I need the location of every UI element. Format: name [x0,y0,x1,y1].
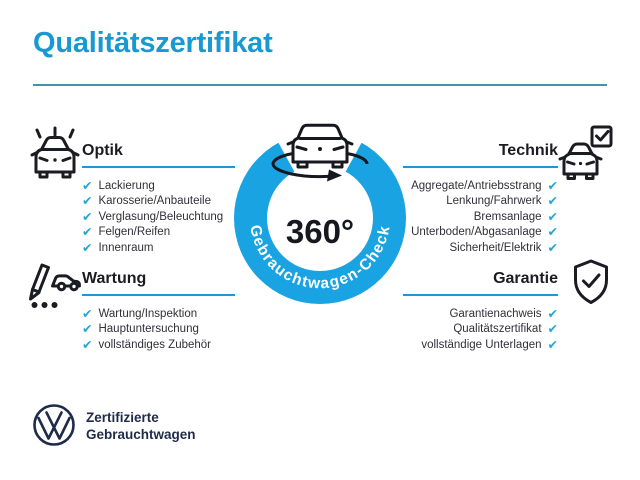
blue-ring [234,132,406,304]
service-checklist-icon [29,263,81,308]
degree-label: 360° [286,213,354,250]
list-item: Lenkung/Fahrwerk [318,194,558,210]
check-icon [82,226,92,239]
rotation-arrow-front [271,163,331,179]
page-title: Qualitätszertifikat [33,27,273,59]
item-label: Aggregate/Antriebsstrang [411,179,542,192]
check-icon [548,226,558,239]
brand-wordmark: Zertifizierte Gebrauchtwagen [86,409,196,443]
list-item: Innenraum [82,240,235,256]
list-item: Bremsanlage [318,209,558,225]
list-item: Lackierung [82,178,235,194]
list-item: vollständiges Zubehör [82,337,235,353]
item-label: Hauptuntersuchung [98,323,199,336]
item-label: Lenkung/Fahrwerk [446,195,542,208]
rotating-car-icon [286,123,354,169]
item-label: vollständiges Zubehör [98,338,211,351]
check-icon [548,323,558,336]
brand-line-1: Zertifizierte [86,410,159,425]
item-label: Karosserie/Anbauteile [98,195,211,208]
list-item: vollständige Unterlagen [318,337,558,353]
section-title: Technik [498,142,558,159]
section-underline [82,294,235,296]
shield-check-icon [574,259,608,304]
section-item-list: Lackierung Karosserie/Anbauteile Verglas… [82,178,235,256]
section-underline [82,166,235,168]
check-icon [548,339,558,352]
list-item: Felgen/Reifen [82,225,235,241]
section-underline [403,294,558,296]
list-item: Aggregate/Antriebsstrang [318,178,558,194]
section-wartung: Wartung Wartung/Inspektion Hauptuntersuc… [82,269,235,353]
section-technik: Technik Aggregate/Antriebsstrang Lenkung… [403,141,558,256]
section-title: Garantie [493,270,558,287]
check-icon [82,308,92,321]
sparkling-car-icon [30,126,80,179]
check-icon [548,211,558,224]
check-icon [82,339,92,352]
rotation-arrowhead [327,169,342,182]
brand-line-2: Gebrauchtwagen [86,427,196,442]
list-item: Wartung/Inspektion [82,306,235,322]
section-item-list: Aggregate/Antriebsstrang Lenkung/Fahrwer… [318,178,558,256]
list-item: Verglasung/Beleuchtung [82,209,235,225]
check-icon [548,242,558,255]
item-label: Bremsanlage [473,210,542,223]
section-garantie: Garantie Garantienachweis Qualitätszerti… [403,269,558,353]
item-label: Innenraum [98,241,154,254]
item-label: vollständige Unterlagen [421,338,542,351]
item-label: Felgen/Reifen [98,226,171,239]
title-divider [33,84,607,86]
section-underline [403,166,558,168]
section-item-list: Wartung/Inspektion Hauptuntersuchung vol… [82,306,235,353]
item-label: Unterboden/Abgasanlage [411,226,542,239]
list-item: Unterboden/Abgasanlage [318,225,558,241]
item-label: Qualitätszertifikat [453,323,542,336]
item-label: Sicherheit/Elektrik [449,241,542,254]
section-title: Optik [82,142,123,159]
list-item: Garantienachweis [318,306,558,322]
360-check-badge: Gebrauchtwagen-Check 360° [234,118,406,304]
vw-logo [33,404,75,446]
list-item: Qualitätszertifikat [318,322,558,338]
check-icon [82,323,92,336]
check-icon [82,211,92,224]
check-icon [548,195,558,208]
item-label: Wartung/Inspektion [98,307,198,320]
item-label: Garantienachweis [449,307,542,320]
section-optik: Optik Lackierung Karosserie/Anbauteile V… [82,141,235,256]
check-icon [82,242,92,255]
check-icon [548,180,558,193]
section-item-list: Garantienachweis Qualitätszertifikat vol… [318,306,558,353]
item-label: Verglasung/Beleuchtung [98,210,224,223]
check-icon [82,180,92,193]
list-item: Hauptuntersuchung [82,322,235,338]
list-item: Karosserie/Anbauteile [82,194,235,210]
check-icon [82,195,92,208]
item-label: Lackierung [98,179,155,192]
check-icon [548,308,558,321]
list-item: Sicherheit/Elektrik [318,240,558,256]
car-checkbox-icon [558,125,613,180]
section-title: Wartung [82,270,147,287]
